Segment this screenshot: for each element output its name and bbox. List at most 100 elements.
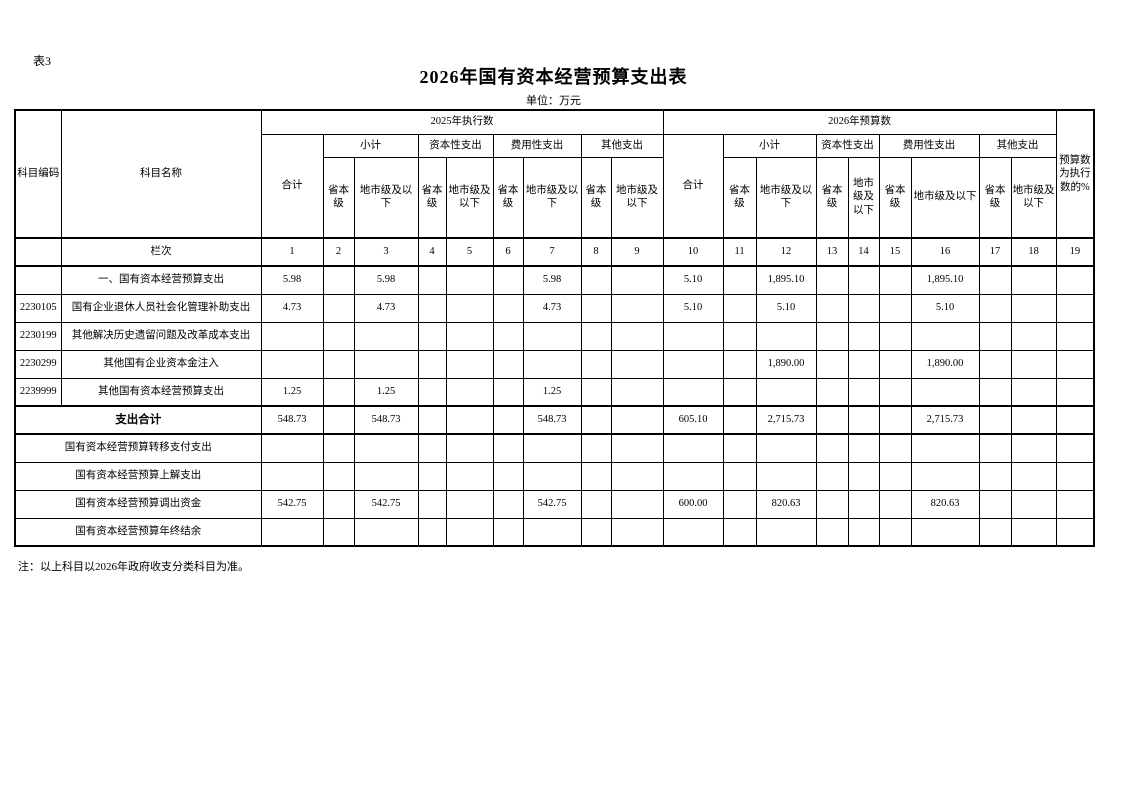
value-cell (610, 349, 664, 379)
value-cell (722, 349, 757, 379)
header-provincial: 省本级 (580, 156, 612, 239)
value-cell (353, 517, 419, 547)
value-cell: 5.98 (260, 265, 324, 295)
value-cell (815, 321, 849, 351)
value-cell (815, 265, 849, 295)
value-cell (1055, 405, 1095, 435)
value-cell (722, 265, 757, 295)
header-municipal: 地市级及以下 (1010, 156, 1057, 239)
value-cell: 2,715.73 (755, 405, 817, 435)
value-cell (322, 517, 355, 547)
value-cell (815, 377, 849, 407)
value-cell (847, 265, 880, 295)
table-row: 2230199 其他解决历史遗留问题及改革成本支出 (14, 321, 1095, 351)
value-cell (847, 405, 880, 435)
header-ratio: 预算数为执行数的% (1055, 109, 1095, 239)
value-cell (610, 489, 664, 519)
value-cell (910, 461, 980, 491)
header-total-2026: 合计 (662, 133, 724, 239)
header-municipal: 地市级及以下 (445, 156, 494, 239)
column-number-cell: 13 (815, 237, 849, 267)
value-cell (755, 461, 817, 491)
table-row: 2230105 国有企业退休人员社会化管理补助支出 4.73 4.73 4.73 5.10… (14, 293, 1095, 323)
value-cell (722, 321, 757, 351)
row-label: 国有资本经营预算上解支出 (14, 461, 262, 491)
value-cell (417, 433, 447, 463)
value-cell: 5.10 (910, 293, 980, 323)
value-cell: 5.98 (353, 265, 419, 295)
table-row: 2230299 其他国有企业资本金注入 1,890.00 1,890.00 (14, 349, 1095, 379)
column-number-cell: 3 (353, 237, 419, 267)
value-cell (580, 377, 612, 407)
value-cell (978, 461, 1012, 491)
value-cell (847, 489, 880, 519)
value-cell (722, 461, 757, 491)
column-number-cell: 7 (522, 237, 582, 267)
value-cell: 1.25 (522, 377, 582, 407)
table-row: 国有资本经营预算年终结余 (14, 517, 1095, 547)
column-index-row: 栏次 1 2 3 4 5 6 7 8 9 10 11 12 13 14 15 16 17 18 19 (14, 237, 1095, 267)
value-cell (847, 517, 880, 547)
value-cell (492, 461, 524, 491)
value-cell (522, 349, 582, 379)
row-name: 其他解决历史遗留问题及改革成本支出 (60, 321, 262, 351)
column-number-cell: 19 (1055, 237, 1095, 267)
value-cell (580, 265, 612, 295)
value-cell: 605.10 (662, 405, 724, 435)
value-cell (978, 433, 1012, 463)
value-cell (1010, 321, 1057, 351)
value-cell (1055, 461, 1095, 491)
value-cell (260, 349, 324, 379)
unit-label: 单位：万元 (526, 95, 581, 107)
value-cell (978, 517, 1012, 547)
header-provincial: 省本级 (417, 156, 447, 239)
table-row: 一、国有资本经营预算支出 5.98 5.98 5.98 5.10 1,895.10 1,89… (14, 265, 1095, 295)
value-cell (662, 349, 724, 379)
table-number-label: 表3 (33, 54, 52, 68)
value-cell (978, 321, 1012, 351)
value-cell: 1,890.00 (755, 349, 817, 379)
header-other-2025: 其他支出 (580, 133, 664, 158)
header-capital-2025: 资本性支出 (417, 133, 494, 158)
value-cell (1010, 265, 1057, 295)
header-provincial: 省本级 (815, 156, 849, 239)
value-cell (815, 349, 849, 379)
value-cell (847, 461, 880, 491)
value-cell (580, 405, 612, 435)
value-cell (1010, 433, 1057, 463)
value-cell (1010, 349, 1057, 379)
value-cell (417, 377, 447, 407)
header-provincial: 省本级 (878, 156, 912, 239)
value-cell (522, 517, 582, 547)
column-number-cell: 11 (722, 237, 757, 267)
value-cell (445, 293, 494, 323)
value-cell (322, 321, 355, 351)
header-row-groups: 科目编码 科目名称 2025年执行数 2026年预算数 预算数为执行数的% (14, 109, 1095, 239)
value-cell: 820.63 (910, 489, 980, 519)
header-total-2025: 合计 (260, 133, 324, 239)
value-cell (353, 461, 419, 491)
value-cell: 1,895.10 (755, 265, 817, 295)
value-cell: 4.73 (353, 293, 419, 323)
value-cell (878, 405, 912, 435)
value-cell (1010, 517, 1057, 547)
value-cell (580, 517, 612, 547)
value-cell (847, 377, 880, 407)
value-cell (417, 405, 447, 435)
value-cell (260, 461, 324, 491)
value-cell (260, 517, 324, 547)
header-capital-2026: 资本性支出 (815, 133, 880, 158)
header-municipal: 地市级及以下 (610, 156, 664, 239)
column-number-cell: 18 (1010, 237, 1057, 267)
column-number-cell: 12 (755, 237, 817, 267)
value-cell (610, 293, 664, 323)
value-cell (353, 349, 419, 379)
value-cell (1055, 265, 1095, 295)
value-cell (910, 321, 980, 351)
row-label: 国有资本经营预算转移支付支出 (14, 433, 262, 463)
value-cell (445, 321, 494, 351)
value-cell (910, 377, 980, 407)
value-cell (1055, 489, 1095, 519)
value-cell (978, 293, 1012, 323)
value-cell (322, 489, 355, 519)
